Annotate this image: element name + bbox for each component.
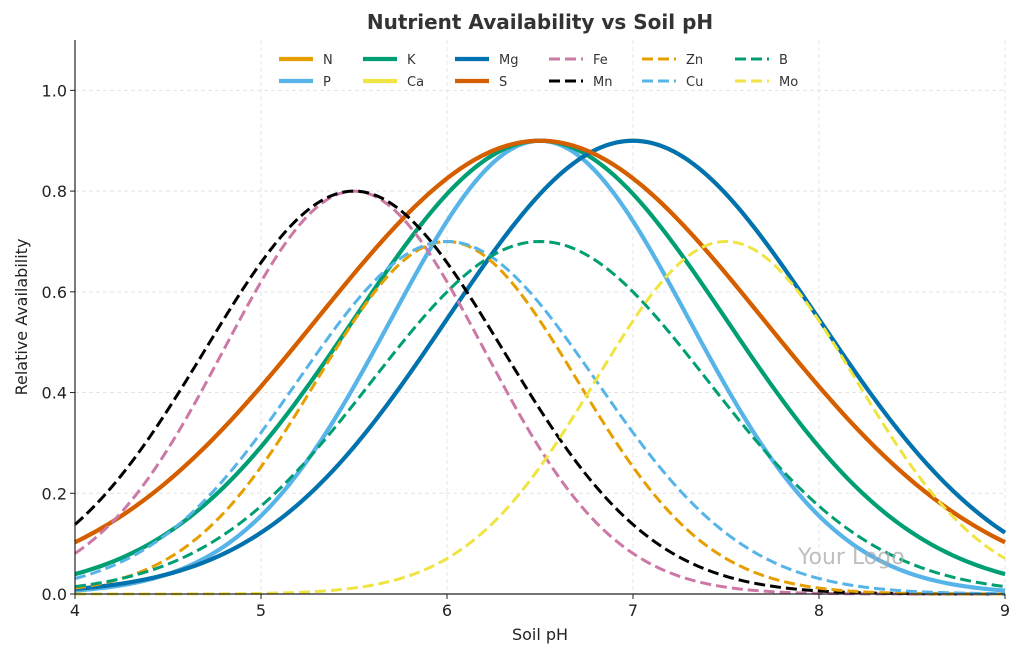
ticks: 4 5 6 7 8 9 0.0 0.2 0.4 0.6 0.8 1.0 (42, 81, 1011, 620)
series-line-b (74, 239, 1006, 589)
series-line-n (74, 138, 1006, 545)
x-tick-label: 8 (814, 601, 824, 620)
series-line-cu (74, 239, 1006, 596)
legend-label: S (499, 75, 507, 90)
legend-item-fe: Fe (549, 53, 608, 68)
legend-item-s: S (455, 75, 507, 90)
axes (74, 40, 1005, 595)
series-line-s (74, 138, 1006, 545)
y-tick-label: 0.0 (42, 585, 67, 604)
legend-label: Fe (593, 53, 608, 68)
legend: NP K Ca Mg S Fe Mn Zn Cu B Mo (279, 53, 798, 90)
x-tick-label: 9 (1000, 601, 1010, 620)
y-axis-label: Relative Availability (12, 239, 31, 396)
legend-label: P (323, 75, 331, 90)
legend-label: Ca (407, 75, 424, 90)
legend-label: Mn (593, 75, 612, 90)
legend-item-ca: Ca (363, 75, 424, 90)
legend-label: Zn (686, 53, 703, 68)
x-tick-label: 5 (256, 601, 266, 620)
legend-item-k: K (363, 53, 416, 68)
y-tick-label: 1.0 (42, 81, 67, 100)
legend-label: K (407, 53, 416, 68)
watermark-logo: Your Logo (797, 545, 905, 570)
legend-item-cu: Cu (642, 75, 703, 90)
series-group (73, 138, 1007, 596)
legend-item-mo: Mo (735, 75, 798, 90)
y-tick-label: 0.4 (42, 384, 67, 403)
series-line-p (74, 138, 1006, 593)
y-tick-label: 0.2 (42, 484, 67, 503)
legend-item-mg: Mg (455, 53, 518, 68)
legend-label: N (323, 53, 333, 68)
legend-item-n: N (279, 53, 333, 68)
legend-item-b: B (735, 53, 788, 68)
legend-item-mn: Mn (549, 75, 612, 90)
series-line-zn (74, 239, 1005, 596)
x-tick-label: 6 (442, 601, 452, 620)
legend-item-zn: Zn (642, 53, 703, 68)
legend-label: Mg (499, 53, 518, 68)
y-tick-label: 0.8 (42, 182, 67, 201)
y-tick-label: 0.6 (42, 283, 67, 302)
legend-label: B (779, 53, 788, 68)
chart-title: Nutrient Availability vs Soil pH (367, 10, 713, 34)
x-tick-label: 4 (70, 601, 80, 620)
x-tick-label: 7 (628, 601, 638, 620)
series-line-mo (75, 239, 1006, 596)
series-line-ca (74, 138, 1007, 592)
series-line-k (74, 138, 1006, 577)
x-axis-label: Soil pH (512, 625, 568, 644)
grid (74, 40, 1006, 595)
legend-item-p: P (279, 75, 331, 90)
legend-label: Mo (779, 75, 798, 90)
legend-label: Cu (686, 75, 703, 90)
series-line-mg (74, 138, 1007, 592)
